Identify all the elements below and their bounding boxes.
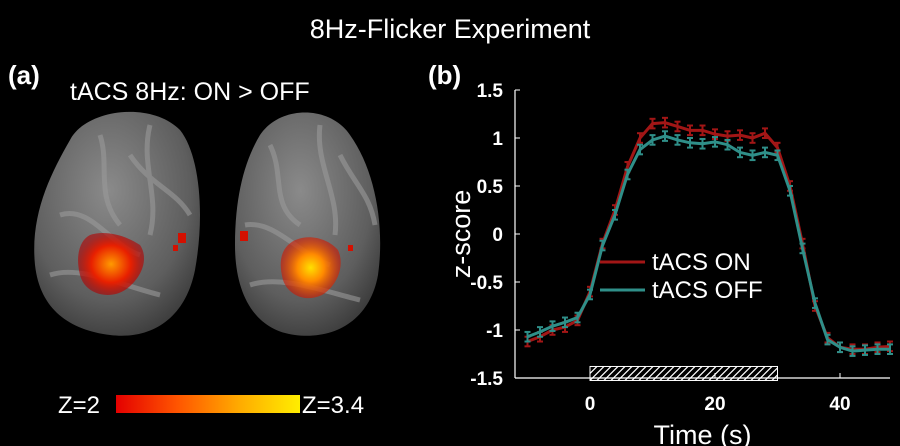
legend-label: tACS OFF	[652, 277, 763, 304]
stimulus-hatch	[764, 367, 778, 381]
stimulus-hatch	[750, 366, 766, 381]
y-axis-label: z-score	[446, 190, 476, 279]
left-hemisphere	[34, 111, 200, 336]
stimulus-hatch	[722, 366, 738, 381]
stimulus-hatch	[666, 366, 682, 381]
stimulus-hatch	[596, 366, 612, 381]
stimulus-hatch	[624, 366, 640, 381]
right-hemisphere	[235, 112, 381, 336]
contrast-title: tACS 8Hz: ON > OFF	[70, 78, 310, 106]
stimulus-hatch	[603, 366, 619, 381]
y-tick-label: 0.5	[477, 177, 504, 198]
stimulus-hatch	[708, 366, 724, 381]
stimulus-hatch	[736, 366, 752, 381]
stimulus-hatch	[589, 366, 598, 374]
y-tick-label: 1	[492, 129, 503, 150]
stimulus-hatch	[694, 366, 710, 381]
stimulus-hatch	[652, 366, 668, 381]
stimulus-hatch	[638, 366, 654, 381]
y-tick-label: 0	[492, 225, 503, 246]
stimulus-hatch	[610, 366, 626, 381]
colorbar-min-label: Z=2	[58, 392, 101, 419]
y-tick-label: -0.5	[470, 273, 503, 294]
stimulus-hatch	[645, 366, 661, 381]
colorbar-max-label: Z=3.4	[302, 392, 365, 419]
stimulus-hatch	[589, 366, 605, 381]
stimulus-hatch	[757, 366, 773, 381]
stimulus-hatch	[715, 366, 731, 381]
y-tick-label: -1.5	[470, 369, 503, 390]
y-tick-label: 1.5	[477, 81, 504, 102]
stimulus-hatch	[687, 366, 703, 381]
stimulus-hatch	[701, 366, 717, 381]
panel-label-a: (a)	[8, 60, 40, 90]
stimulus-hatch	[729, 366, 745, 381]
stimulus-hatch	[631, 366, 647, 381]
timecourse-chart: -1.5 -1 -0.5 0 0.5 1 1.5 0 20 40 Time (s) z-score tA…	[446, 81, 893, 446]
x-tick-label: 40	[829, 394, 850, 415]
series-line-on	[526, 121, 891, 351]
x-tick-label: 20	[704, 394, 725, 415]
legend-label: tACS ON	[652, 249, 751, 276]
stimulus-hatch	[680, 366, 696, 381]
x-axis-label: Time (s)	[654, 420, 752, 446]
stimulus-hatch	[617, 366, 633, 381]
figure-title: 8Hz-Flicker Experiment	[309, 14, 591, 44]
stimulus-hatch	[743, 366, 759, 381]
brain-renderings	[34, 111, 381, 336]
stimulus-hatch	[659, 366, 675, 381]
series-line-off	[526, 134, 890, 353]
stimulus-hatch	[771, 374, 778, 381]
x-tick-label: 0	[585, 394, 596, 415]
colorbar	[116, 395, 300, 413]
panel-label-b: (b)	[428, 60, 462, 90]
y-tick-label: -1	[486, 321, 503, 342]
stimulus-hatch	[673, 366, 689, 381]
